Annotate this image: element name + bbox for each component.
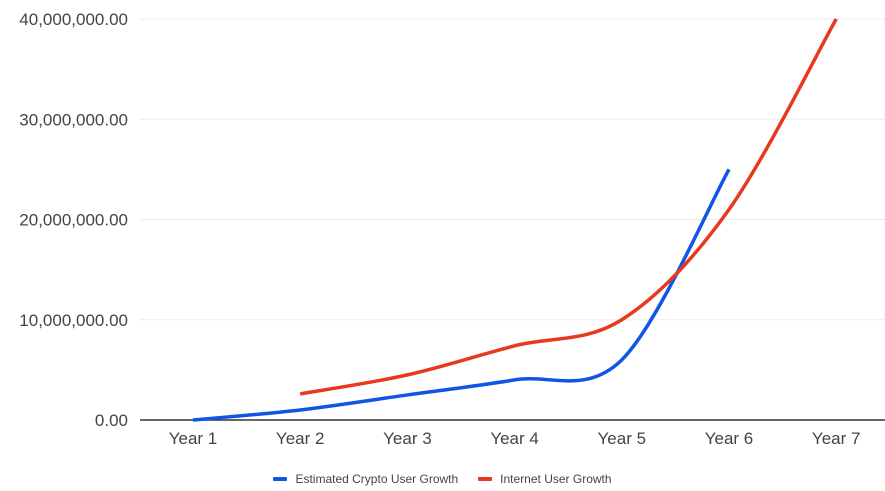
x-axis-ticks: Year 1 Year 2 Year 3 Year 4 Year 5 Year 6 Year… — [169, 429, 861, 448]
x-tick-label: Year 1 — [169, 429, 218, 448]
y-tick-label: 20,000,000.00 — [19, 211, 128, 230]
x-tick-label: Year 3 — [383, 429, 432, 448]
legend-label-crypto: Estimated Crypto User Growth — [295, 472, 459, 486]
y-tick-label: 30,000,000.00 — [19, 110, 128, 129]
legend-swatch-internet — [478, 477, 493, 481]
series-line-internet[interactable] — [299, 18, 838, 396]
x-tick-label: Year 2 — [276, 429, 325, 448]
x-tick-label: Year 4 — [490, 429, 539, 448]
y-axis-ticks: 0.00 10,000,000.00 20,000,000.00 30,000,000… — [19, 10, 128, 430]
legend: Estimated Crypto User Growth Internet Us… — [0, 472, 885, 486]
y-tick-label: 40,000,000.00 — [19, 10, 128, 29]
legend-item-internet[interactable]: Internet User Growth — [478, 472, 612, 486]
series-line-crypto[interactable] — [192, 168, 731, 422]
legend-item-crypto[interactable]: Estimated Crypto User Growth — [273, 472, 458, 486]
legend-label-internet: Internet User Growth — [500, 472, 612, 486]
x-tick-label: Year 5 — [598, 429, 647, 448]
y-tick-label: 10,000,000.00 — [19, 311, 128, 330]
x-tick-label: Year 7 — [812, 429, 861, 448]
gridlines — [140, 18, 885, 321]
legend-swatch-crypto — [273, 477, 288, 481]
series-lines — [192, 18, 838, 422]
y-tick-label: 0.00 — [95, 411, 128, 430]
x-tick-label: Year 6 — [705, 429, 754, 448]
